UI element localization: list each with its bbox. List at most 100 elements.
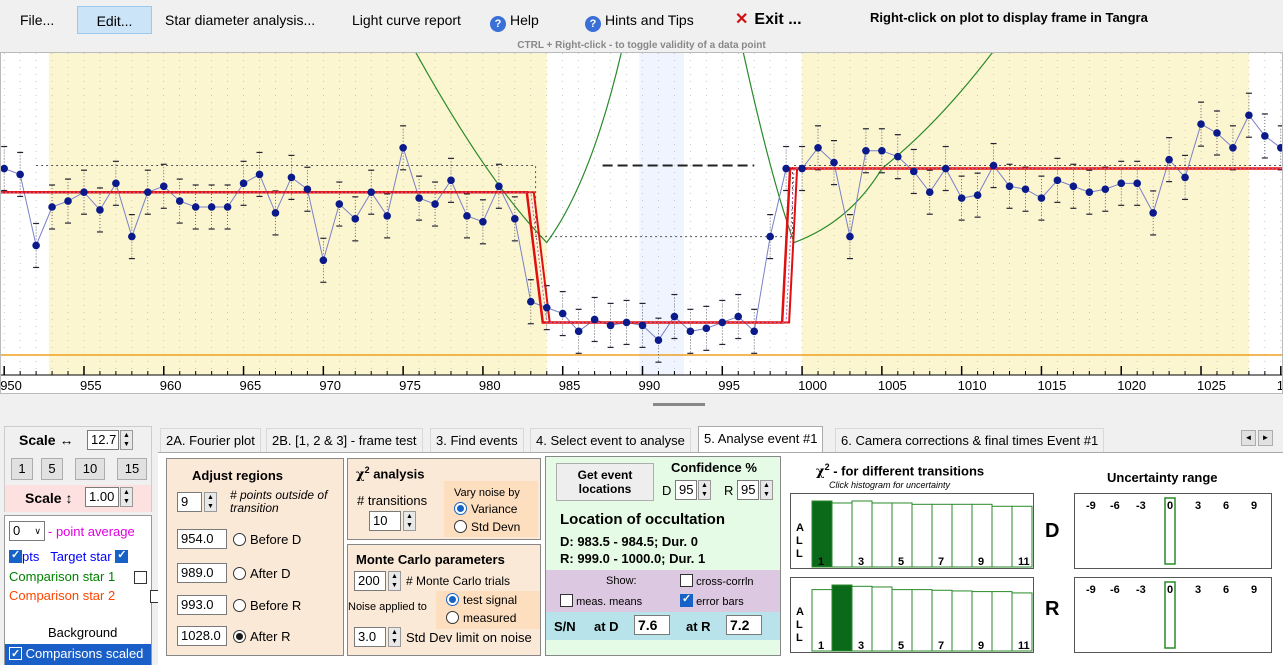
- tab-camera-corrections[interactable]: 6. Camera corrections & final times Even…: [835, 428, 1105, 452]
- after-r-option[interactable]: After R: [233, 629, 290, 644]
- std-devn-option[interactable]: Std Devn: [454, 520, 520, 534]
- light-curve-svg[interactable]: 950 955 960 965 970 975 980 985 990 995 1000 1005 10…: [1, 53, 1283, 394]
- splitter-handle[interactable]: [653, 403, 705, 406]
- data-point: [1085, 188, 1094, 196]
- cross-corr-option[interactable]: cross-corrln: [680, 574, 754, 588]
- comp1-checkbox[interactable]: [134, 571, 147, 584]
- scale-btn-10[interactable]: 10: [75, 458, 105, 480]
- data-point: [1149, 209, 1157, 217]
- error-bars-checkbox[interactable]: [680, 592, 693, 607]
- measured-label: measured: [463, 611, 517, 625]
- point-average-select[interactable]: 0 ∨: [9, 521, 45, 541]
- tab-analyse-event[interactable]: 5. Analyse event #1: [698, 426, 824, 453]
- std-devn-radio[interactable]: [454, 520, 467, 533]
- data-point: [479, 218, 487, 226]
- confidence-d-input[interactable]: 95: [675, 480, 697, 500]
- data-point: [48, 203, 56, 211]
- after-d-option[interactable]: After D: [233, 566, 290, 581]
- test-signal-option[interactable]: test signal: [446, 593, 517, 607]
- before-r-option[interactable]: Before R: [233, 598, 301, 613]
- histogram-bar: [831, 584, 853, 652]
- pts-checkbox[interactable]: [9, 548, 22, 563]
- data-point: [989, 161, 998, 170]
- v-scale-label: Scale ↕: [25, 490, 73, 506]
- pts-label: pts: [22, 549, 40, 564]
- scale-btn-5[interactable]: 5: [41, 458, 63, 480]
- points-outside-spinner[interactable]: ▲ ▼: [204, 492, 217, 512]
- tab-find-events[interactable]: 3. Find events: [430, 428, 524, 452]
- after-r-radio[interactable]: [233, 630, 246, 643]
- before-d-radio[interactable]: [233, 533, 246, 546]
- test-signal-radio[interactable]: [446, 593, 459, 606]
- after-d-radio[interactable]: [233, 567, 246, 580]
- confidence-d-spinner[interactable]: ▲ ▼: [698, 480, 711, 500]
- meas-means-checkbox[interactable]: [560, 594, 573, 607]
- tab-select-event[interactable]: 4. Select event to analyse: [530, 428, 691, 452]
- menu-exit[interactable]: ✕ Exit ...: [727, 6, 810, 34]
- after-d-input[interactable]: 989.0: [177, 563, 227, 583]
- data-point: [1181, 173, 1189, 182]
- comparisons-scaled-checkbox[interactable]: [9, 645, 22, 664]
- std-dev-limit-input[interactable]: 3.0: [354, 627, 386, 647]
- tab-frame-test[interactable]: 2B. [1, 2 & 3] - frame test: [266, 428, 423, 452]
- sn-row: S/N at D 7.6 at R 7.2: [546, 612, 780, 640]
- uncertainty-title: Uncertainty range: [1107, 470, 1218, 485]
- target-checkbox[interactable]: [115, 548, 129, 563]
- mc-trials-spinner[interactable]: ▲ ▼: [388, 571, 401, 591]
- meas-means-option[interactable]: meas. means: [560, 594, 642, 608]
- std-dev-limit-spinner[interactable]: ▲ ▼: [388, 627, 401, 647]
- after-r-input[interactable]: 1028.0: [177, 626, 227, 646]
- confidence-r-spinner[interactable]: ▲ ▼: [760, 480, 773, 500]
- tab-scroll-right[interactable]: ►: [1258, 430, 1273, 446]
- variance-radio[interactable]: [454, 502, 467, 515]
- menu-hints[interactable]: ? Hints and Tips: [577, 6, 702, 34]
- scale-btn-15[interactable]: 15: [117, 458, 147, 480]
- v-scale-input[interactable]: 1.00: [85, 487, 119, 507]
- histogram-label: 11: [1018, 640, 1030, 652]
- before-d-option[interactable]: Before D: [233, 532, 301, 547]
- mc-trials-input[interactable]: 200: [354, 571, 386, 591]
- uncertainty-r-plot[interactable]: -9 -6 -3 0 3 6 9: [1074, 577, 1272, 653]
- measured-radio[interactable]: [446, 611, 459, 624]
- before-r-radio[interactable]: [233, 599, 246, 612]
- transitions-spinner[interactable]: ▲ ▼: [403, 511, 416, 531]
- green-curve-d: [415, 53, 622, 244]
- histogram-subtitle: Click histogram for uncertainty: [829, 480, 951, 490]
- histogram-label: 5: [898, 640, 904, 652]
- before-d-input[interactable]: 954.0: [177, 529, 227, 549]
- histogram-bar: [951, 503, 973, 568]
- scale-btn-1[interactable]: 1: [11, 458, 33, 480]
- measured-option[interactable]: measured: [446, 611, 516, 625]
- cross-corr-checkbox[interactable]: [680, 574, 693, 587]
- light-curve-plot[interactable]: 950 955 960 965 970 975 980 985 990 995 1000 1005 10…: [0, 52, 1283, 394]
- data-point: [207, 203, 216, 211]
- help-icon: ?: [585, 16, 601, 32]
- data-point: [191, 203, 200, 211]
- points-outside-input[interactable]: 9: [177, 492, 202, 512]
- transitions-input[interactable]: 10: [369, 511, 401, 531]
- menu-help[interactable]: ? Help: [482, 6, 547, 34]
- tab-fourier[interactable]: 2A. Fourier plot: [160, 428, 261, 452]
- error-bars-option[interactable]: error bars: [680, 592, 744, 608]
- data-point: [1069, 182, 1078, 191]
- menu-edit[interactable]: Edit...: [77, 6, 152, 34]
- comparisons-scaled-row[interactable]: Comparisons scaled: [5, 644, 151, 665]
- uncertainty-d-plot[interactable]: -9 -6 -3 0 3 6 9: [1074, 493, 1272, 569]
- green-curve-r: [742, 53, 993, 244]
- data-point: [399, 144, 407, 152]
- menu-star-diameter[interactable]: Star diameter analysis...: [165, 12, 316, 28]
- get-event-locations-button[interactable]: Get event locations: [556, 463, 654, 501]
- tab-scroll-left[interactable]: ◄: [1241, 430, 1256, 446]
- h-scale-spinner[interactable]: ▲ ▼: [120, 430, 133, 450]
- data-point: [1, 164, 8, 173]
- v-scale-spinner[interactable]: ▲ ▼: [120, 487, 133, 507]
- menu-file[interactable]: File...: [20, 12, 55, 28]
- data-point: [894, 152, 902, 161]
- h-scale-input[interactable]: 12.7: [87, 430, 119, 450]
- confidence-r-input[interactable]: 95: [737, 480, 759, 500]
- menu-light-curve-report[interactable]: Light curve report: [352, 12, 461, 28]
- variance-option[interactable]: Variance: [454, 502, 517, 516]
- before-r-input[interactable]: 993.0: [177, 595, 227, 615]
